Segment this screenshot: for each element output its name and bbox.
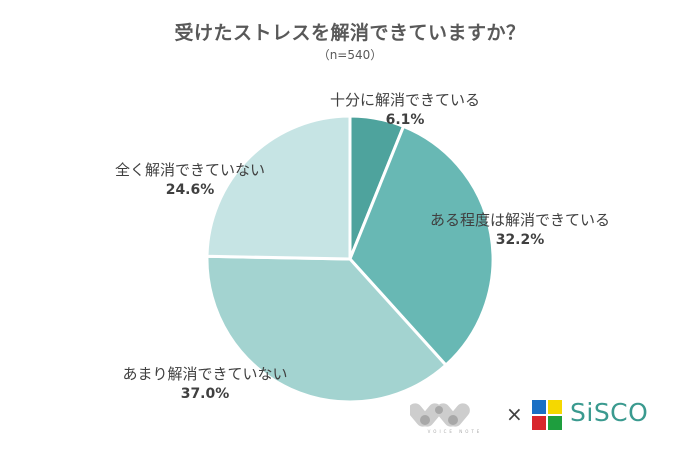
times-separator: × <box>506 402 523 426</box>
label-not-resolved-at-all: 全く解消できていない 24.6% <box>90 160 290 200</box>
label-name: ある程度は解消できている <box>429 211 610 229</box>
sisco-logo-icon <box>532 400 562 430</box>
chart-title: 受けたストレスを解消できていますか？ <box>174 22 526 44</box>
label-name: 十分に解消できている <box>329 91 480 109</box>
label-percent: 37.0% <box>180 386 230 402</box>
svg-text:VOICE NOTE: VOICE NOTE <box>428 429 483 434</box>
label-name: 全く解消できていない <box>114 161 265 179</box>
label-percent: 24.6% <box>165 182 215 198</box>
sisco-logo-text: SiSCO <box>570 398 649 427</box>
slice-not-resolved-at-all <box>205 114 352 261</box>
slice-somewhat-resolved <box>348 124 495 368</box>
chart-subtitle: （n=540） <box>317 48 383 62</box>
slice-mostly-not-resolved <box>205 254 449 404</box>
label-name: あまり解消できていない <box>122 365 288 383</box>
label-percent: 32.2% <box>495 232 545 248</box>
label-somewhat-resolved: ある程度は解消できている 32.2% <box>405 210 635 250</box>
voice-note-logo-icon: VOICE NOTE <box>410 403 483 434</box>
label-fully-resolved: 十分に解消できている 6.1% <box>300 90 510 130</box>
label-percent: 6.1% <box>385 112 425 128</box>
label-mostly-not-resolved: あまり解消できていない 37.0% <box>100 364 310 404</box>
footer-logos: VOICE NOTE × SiSCO <box>410 398 650 434</box>
